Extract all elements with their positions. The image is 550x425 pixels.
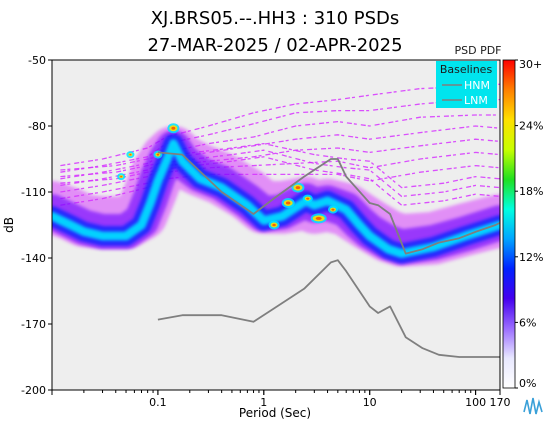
y-tick-label: -170 (21, 318, 46, 331)
x-tick-label: 100 (465, 396, 486, 409)
y-tick-label: -50 (28, 54, 46, 67)
legend-hnm: HNM (464, 79, 490, 92)
pdf-hotspot-core (295, 186, 301, 190)
y-tick-label: -140 (21, 252, 46, 265)
pdf-stripe (60, 98, 500, 173)
x-tick-label: 1 (260, 396, 267, 409)
x-tick-label: 0.1 (149, 396, 167, 409)
pdf-hotspot-core (306, 197, 310, 200)
legend-title: Baselines (440, 63, 493, 76)
colorbar-tick-label: 0% (519, 377, 536, 390)
legend-lnm: LNM (464, 94, 488, 107)
y-tick-label: -110 (21, 186, 46, 199)
baseline-lnm (157, 259, 500, 358)
plot-area: -50 -80 -110 -140 -170 -200 0.1 1 10 100 170 (21, 54, 510, 409)
colorbar-tick-label: 12% (519, 251, 543, 264)
plot-frame (51, 59, 501, 391)
pdf-stripe (60, 151, 500, 200)
baseline-hnm (157, 151, 500, 255)
pdf-hotspot-core (331, 208, 335, 211)
pdf-hotspot-core (129, 153, 132, 156)
pdf-stripe (60, 138, 500, 193)
chart-title: XJ.BRS05.--.HH3 : 310 PSDs (151, 8, 400, 29)
y-tick-label: -80 (28, 120, 46, 133)
colorbar: 30+ 24% 18% 12% 6% 0% (502, 58, 543, 390)
legend: Baselines HNM LNM (436, 61, 497, 108)
pdf-layer (52, 83, 500, 358)
y-tick-label: -200 (21, 384, 46, 397)
x-axis-label: Period (Sec) (239, 406, 311, 420)
pdf-hotspot-core (171, 126, 176, 130)
colorbar-ramp (502, 59, 516, 389)
pdf-stripe (60, 83, 500, 167)
x-tick-label: 10 (363, 396, 377, 409)
x-tick-label: 170 (490, 396, 511, 409)
pdf-stripe (60, 125, 500, 187)
colorbar-tick-label: 30+ (519, 58, 542, 71)
colorbar-tick-label: 24% (519, 120, 543, 133)
pdf-hotspot-core (156, 153, 160, 156)
chart-subtitle: 27-MAR-2025 / 02-APR-2025 (147, 35, 402, 56)
pdf-hotspot-core (315, 216, 322, 220)
colorbar-tick-label: 18% (519, 185, 543, 198)
logo-icon (523, 397, 543, 415)
colorbar-label: PSD PDF (454, 44, 501, 57)
pdf-hotspot-core (272, 223, 276, 227)
y-axis-label: dB (2, 217, 16, 233)
colorbar-tick-label: 6% (519, 316, 536, 329)
pdf-hotspot-core (120, 175, 123, 178)
pdf-hotspot-core (285, 201, 291, 205)
pdf-stripe (60, 164, 500, 206)
